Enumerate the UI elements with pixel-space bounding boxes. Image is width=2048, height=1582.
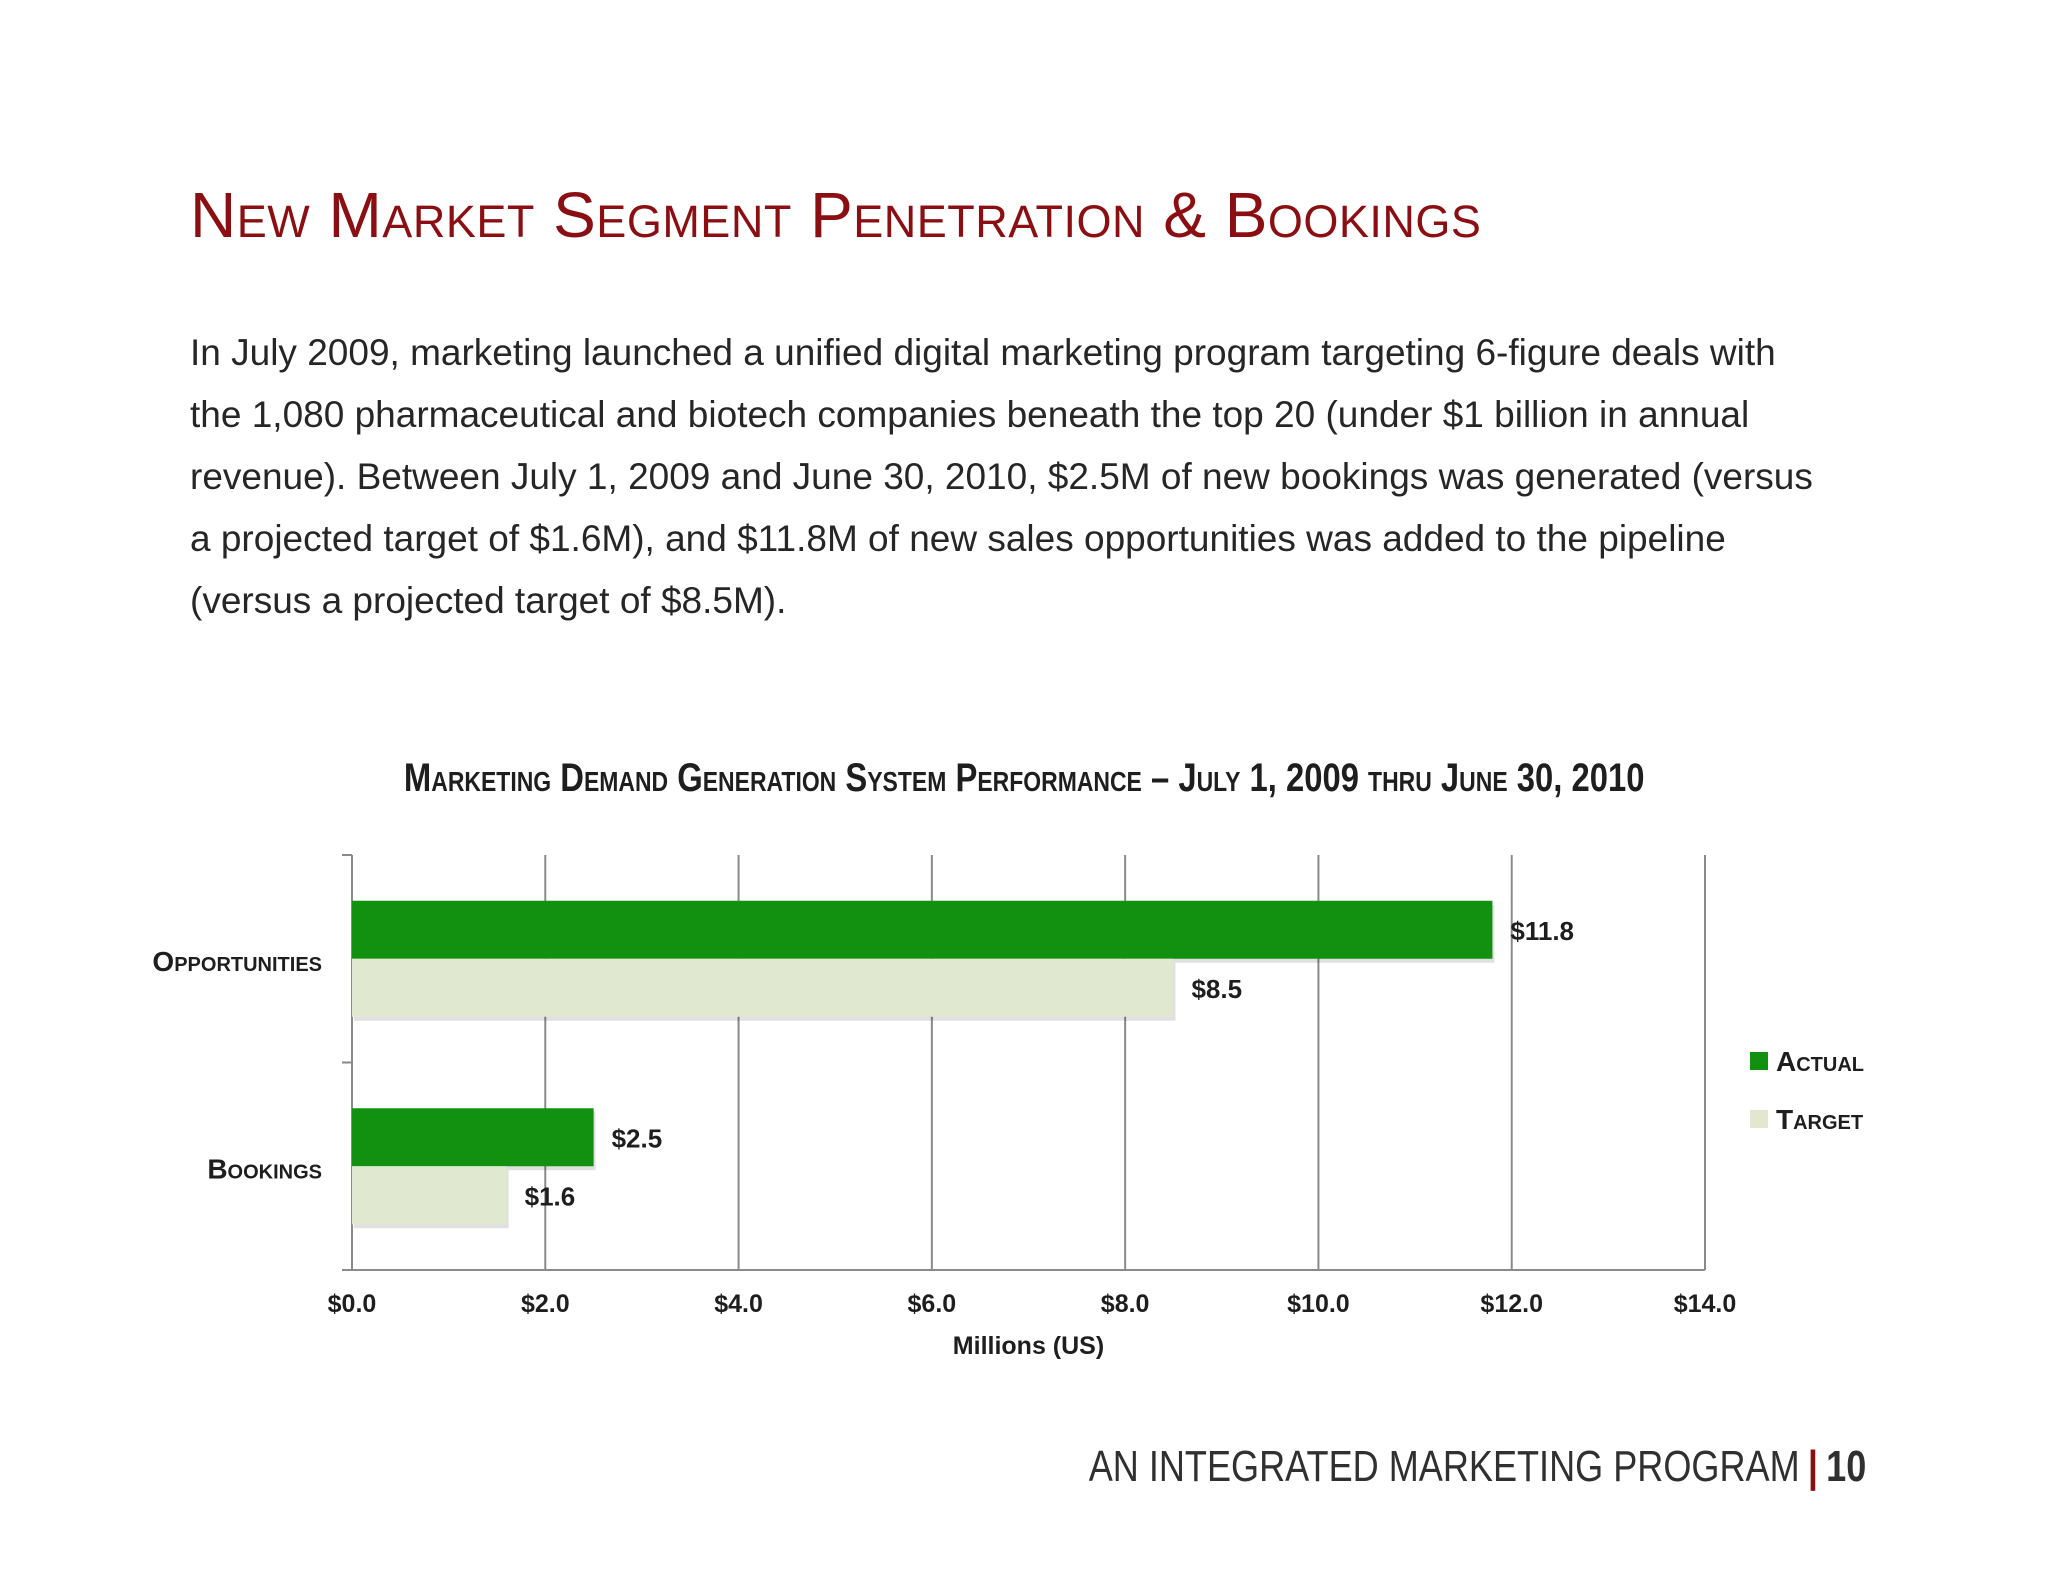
legend-label: Actual — [1776, 1046, 1864, 1077]
x-tick-label: $4.0 — [714, 1290, 763, 1318]
body-paragraph: In July 2009, marketing launched a unifi… — [190, 332, 1813, 621]
bar-actual — [352, 1108, 594, 1167]
footer-separator: | — [1807, 1442, 1818, 1491]
x-tick-label: $14.0 — [1674, 1290, 1737, 1318]
x-tick-label: $8.0 — [1101, 1290, 1150, 1318]
page-number: 10 — [1825, 1442, 1866, 1491]
bar-target — [352, 1166, 507, 1225]
page-title: New Market Segment Penetration & Booking… — [190, 179, 1482, 251]
data-label: $8.5 — [1191, 974, 1242, 1004]
x-tick-label: $10.0 — [1287, 1290, 1350, 1318]
footer: AN INTEGRATED MARKETING PROGRAM | 10 — [1088, 1442, 1866, 1492]
category-label: Bookings — [207, 1153, 322, 1184]
legend-label: Target — [1776, 1104, 1863, 1135]
data-label: $2.5 — [612, 1123, 663, 1153]
x-tick-label: $0.0 — [328, 1290, 377, 1318]
chart-title: Marketing Demand Generation System Perfo… — [403, 756, 1645, 800]
x-tick-label: $2.0 — [521, 1290, 570, 1318]
data-label: $1.6 — [525, 1181, 576, 1211]
bar-actual — [352, 900, 1493, 959]
bar-target — [352, 958, 1174, 1017]
x-tick-label: $12.0 — [1480, 1290, 1543, 1318]
data-label: $11.8 — [1510, 916, 1574, 946]
legend-swatch-target — [1750, 1110, 1768, 1128]
x-tick-label: $6.0 — [908, 1290, 957, 1318]
footer-title: AN INTEGRATED MARKETING PROGRAM — [1088, 1442, 1800, 1491]
bar-chart: $0.0 $2.0 $4.0 $6.0 $8.0 $10.0 $12.0 $14.0 Milli… — [152, 854, 1864, 1360]
category-label: Opportunities — [152, 946, 322, 977]
legend-swatch-actual — [1750, 1052, 1768, 1070]
x-axis-title: Millions (US) — [953, 1332, 1104, 1360]
